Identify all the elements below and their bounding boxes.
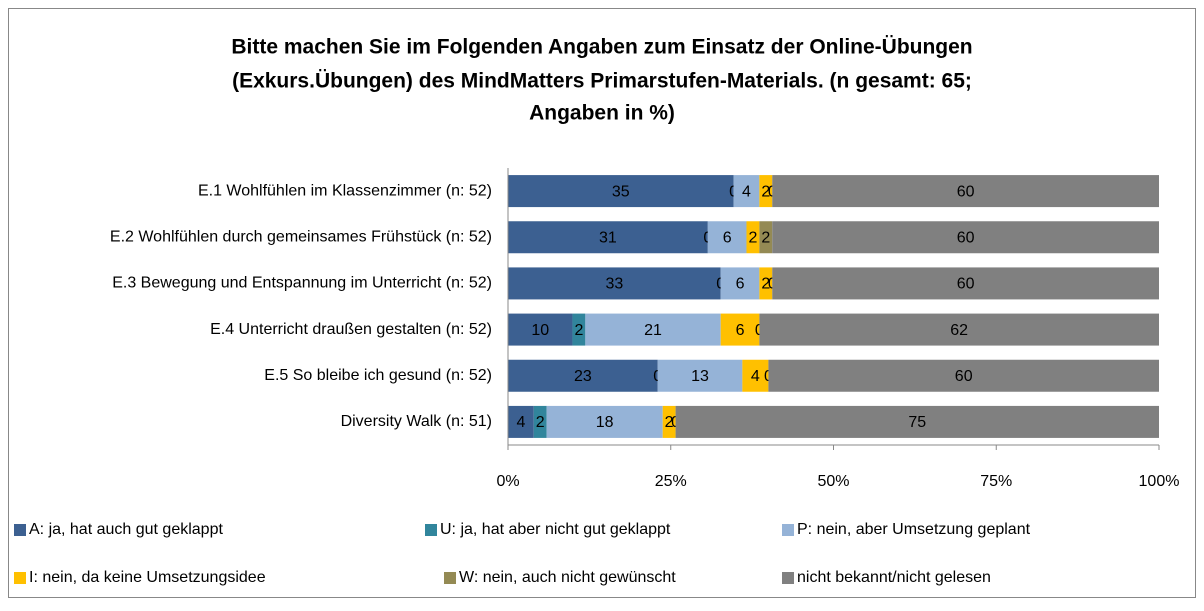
bar-segment bbox=[675, 405, 1159, 438]
x-tick-label: 50% bbox=[817, 473, 849, 490]
bar-segment bbox=[533, 405, 547, 438]
bar-segment bbox=[772, 175, 1159, 208]
bar-segment bbox=[662, 405, 676, 438]
legend-label: nicht bekannt/nicht gelesen bbox=[797, 569, 991, 586]
legend-label: I: nein, da keine Umsetzungsidee bbox=[29, 569, 266, 586]
x-tick-label: 100% bbox=[1139, 473, 1180, 490]
data-label: 60 bbox=[957, 183, 975, 200]
legend-swatch bbox=[782, 572, 794, 584]
data-label: 4 bbox=[751, 368, 760, 385]
bar-segment bbox=[572, 313, 586, 346]
bar-segment bbox=[546, 405, 663, 438]
y-tick-label: E.4 Unterricht draußen gestalten (n: 52) bbox=[210, 321, 492, 338]
chart-title: Angaben in %) bbox=[529, 102, 675, 125]
data-label: 60 bbox=[957, 229, 975, 246]
data-label: 6 bbox=[736, 276, 745, 293]
y-tick-label: E.3 Bewegung und Entspannung im Unterric… bbox=[112, 275, 492, 292]
bar-segment bbox=[707, 221, 747, 254]
chart-title: (Exkurs.Übungen) des MindMatters Primars… bbox=[232, 70, 972, 93]
bar-segment bbox=[759, 175, 773, 208]
legend-label: P: nein, aber Umsetzung geplant bbox=[797, 521, 1031, 538]
data-label: 35 bbox=[612, 183, 630, 200]
bar-segment bbox=[508, 405, 534, 438]
data-label: 18 bbox=[596, 414, 614, 431]
bar-segment bbox=[759, 313, 1159, 346]
data-label: 60 bbox=[955, 368, 973, 385]
data-label: 31 bbox=[599, 229, 617, 246]
data-label: 6 bbox=[723, 229, 732, 246]
bar-segment bbox=[759, 267, 773, 300]
data-label: 21 bbox=[644, 322, 662, 339]
x-tick-label: 25% bbox=[655, 473, 687, 490]
bar-segment bbox=[720, 313, 760, 346]
data-label: 23 bbox=[574, 368, 592, 385]
legend-label: U: ja, hat aber nicht gut geklappt bbox=[440, 521, 671, 538]
bar-segment bbox=[508, 267, 721, 300]
bar-segment bbox=[508, 313, 573, 346]
data-label: 13 bbox=[691, 368, 709, 385]
legend-swatch bbox=[782, 524, 794, 536]
bar-segment bbox=[720, 267, 760, 300]
data-label: 2 bbox=[748, 229, 757, 246]
data-label: 2 bbox=[574, 322, 583, 339]
data-label: 62 bbox=[950, 322, 968, 339]
bar-segment bbox=[772, 221, 1159, 254]
bar-segment bbox=[657, 359, 743, 392]
legend-swatch bbox=[14, 524, 26, 536]
legend-swatch bbox=[444, 572, 456, 584]
data-label: 6 bbox=[736, 322, 745, 339]
legend-label: A: ja, hat auch gut geklappt bbox=[29, 521, 223, 538]
data-label: 75 bbox=[908, 414, 926, 431]
y-tick-label: E.1 Wohlfühlen im Klassenzimmer (n: 52) bbox=[198, 182, 492, 199]
bar-segment bbox=[508, 175, 734, 208]
bar-segment bbox=[742, 359, 769, 392]
data-label: 60 bbox=[957, 276, 975, 293]
x-tick-label: 0% bbox=[496, 473, 519, 490]
bar-segment bbox=[759, 221, 773, 254]
bar-segment bbox=[733, 175, 760, 208]
data-label: 33 bbox=[605, 276, 623, 293]
bar-segment bbox=[585, 313, 721, 346]
data-label: 4 bbox=[516, 414, 525, 431]
bar-segment bbox=[746, 221, 760, 254]
chart-title: Bitte machen Sie im Folgenden Angaben zu… bbox=[231, 36, 972, 59]
data-label: 2 bbox=[761, 183, 770, 200]
data-label: 2 bbox=[536, 414, 545, 431]
bar-segment bbox=[508, 359, 658, 392]
legend-swatch bbox=[14, 572, 26, 584]
legend-label: W: nein, auch nicht gewünscht bbox=[459, 569, 676, 586]
bar-segment bbox=[768, 359, 1159, 392]
data-label: 2 bbox=[761, 229, 770, 246]
bar-segment bbox=[772, 267, 1159, 300]
data-label: 2 bbox=[761, 276, 770, 293]
y-tick-label: E.5 So bleibe ich gesund (n: 52) bbox=[264, 367, 492, 384]
y-tick-label: E.2 Wohlfühlen durch gemeinsames Frühstü… bbox=[110, 228, 492, 245]
x-tick-label: 75% bbox=[980, 473, 1012, 490]
chart-frame bbox=[8, 8, 1196, 598]
data-label: 10 bbox=[531, 322, 549, 339]
legend-swatch bbox=[425, 524, 437, 536]
y-tick-label: Diversity Walk (n: 51) bbox=[341, 413, 492, 430]
bar-segment bbox=[508, 221, 708, 254]
data-label: 2 bbox=[665, 414, 674, 431]
data-label: 4 bbox=[742, 183, 751, 200]
